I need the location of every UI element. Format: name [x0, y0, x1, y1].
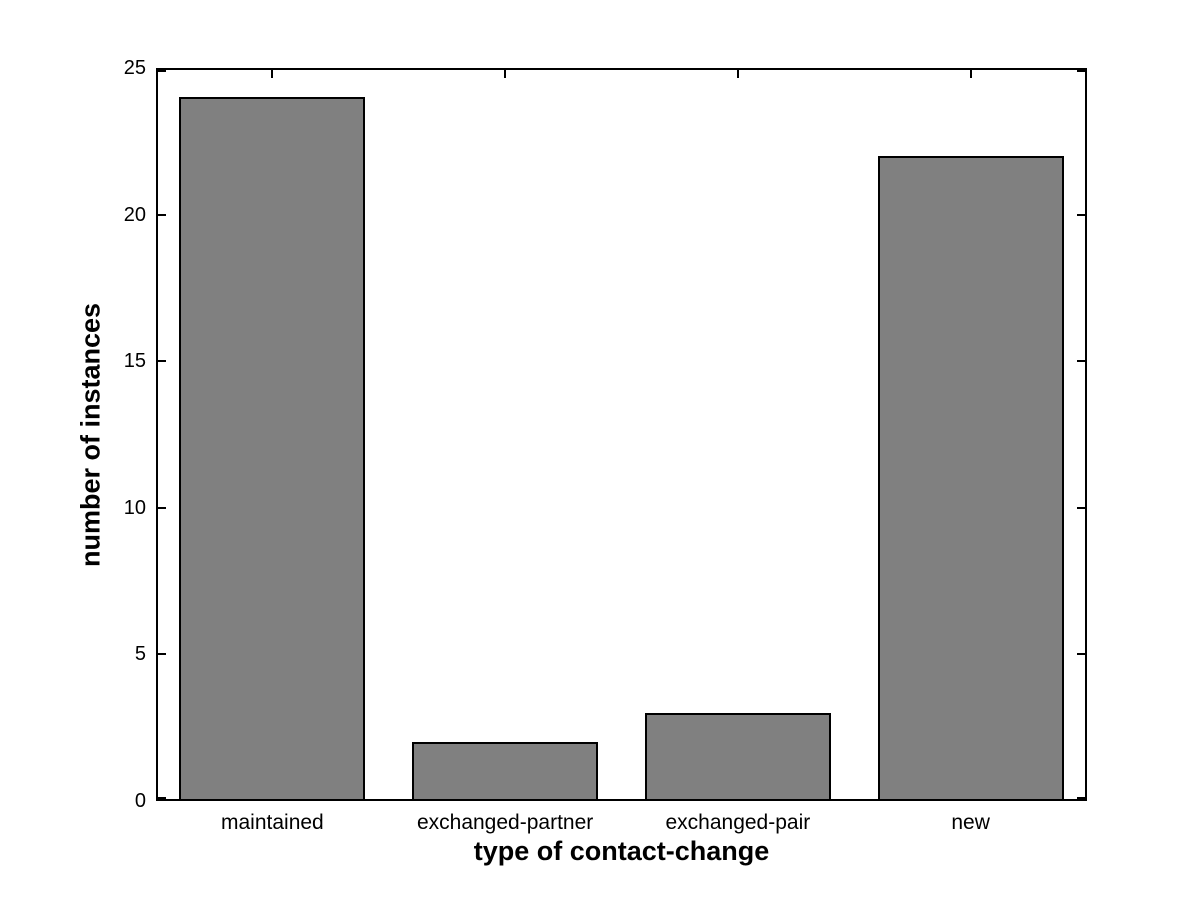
y-tick-mark-right	[1077, 797, 1085, 799]
y-tick-mark-left	[158, 653, 166, 656]
bar-exchanged-pair	[644, 713, 831, 801]
y-tick-label: 10	[123, 496, 146, 519]
x-tick-mark-top	[736, 70, 739, 78]
y-tick-mark-left	[158, 360, 166, 363]
y-tick-label: 15	[123, 350, 146, 373]
y-tick-mark-right	[1077, 213, 1085, 216]
x-axis-title: type of contact-change	[473, 836, 770, 866]
y-tick-mark-left	[158, 213, 166, 216]
x-tick-mark-top	[271, 70, 274, 78]
x-category-label: maintained	[221, 811, 324, 834]
y-tick-label: 5	[134, 643, 146, 666]
y-tick-label: 20	[123, 203, 146, 226]
x-category-label: exchanged-partner	[416, 811, 594, 834]
y-tick-label: 0	[134, 790, 146, 812]
x-tick-mark-top	[504, 70, 507, 78]
y-tick-mark-right	[1077, 653, 1085, 656]
x-category-label: exchanged-pair	[665, 811, 811, 834]
y-tick-mark-right	[1077, 506, 1085, 509]
x-category-label: new	[951, 811, 990, 834]
y-tick-mark-left	[158, 797, 166, 799]
x-tick-mark-top	[969, 70, 972, 78]
bar-maintained	[179, 97, 366, 801]
bar-new	[877, 155, 1064, 801]
y-tick-mark-left	[158, 70, 166, 72]
y-tick-mark-right	[1077, 70, 1085, 72]
y-tick-label: 25	[123, 57, 146, 79]
y-tick-mark-left	[158, 506, 166, 509]
bar-exchanged-partner	[412, 742, 599, 801]
y-axis-title: number of instances	[75, 302, 106, 568]
y-tick-mark-right	[1077, 360, 1085, 363]
